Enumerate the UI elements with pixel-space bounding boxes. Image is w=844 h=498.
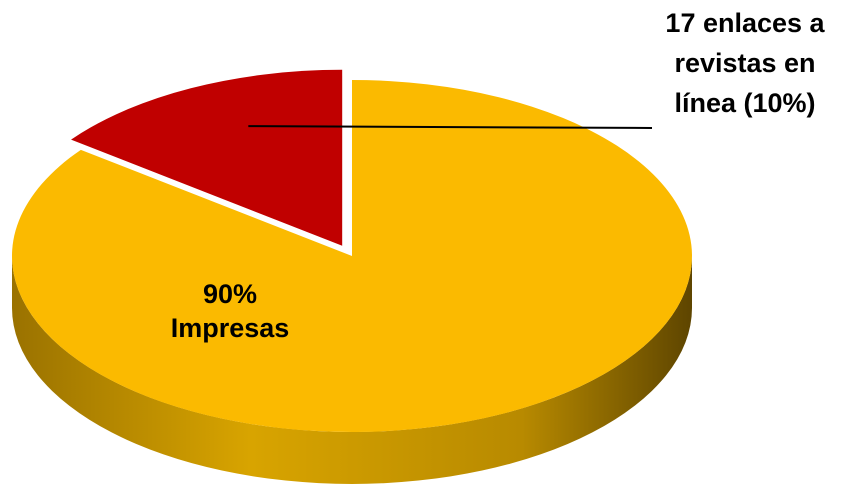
pie-side-layer xyxy=(12,256,692,484)
slice-label-online-line-1: 17 enlaces a xyxy=(665,8,825,38)
slice-label-online-line-2: revistas en xyxy=(674,47,816,78)
slice-label-impresas-line-2: Impresas xyxy=(170,312,290,343)
pie-top-layer xyxy=(11,69,692,432)
slice-label-revistas-en-linea: 17 enlaces a revistas en línea (10%) xyxy=(640,4,844,124)
slice-label-impresas-line-1: 90% xyxy=(202,279,258,309)
pie-slice-1-top xyxy=(11,80,692,432)
slice-label-impresas: 90% Impresas xyxy=(120,278,340,346)
leader-line xyxy=(248,125,653,129)
pie-slice-1-side xyxy=(12,256,692,484)
pie-slice-2-top xyxy=(71,69,343,246)
slice-label-online-line-3: línea (10%) xyxy=(674,87,816,118)
